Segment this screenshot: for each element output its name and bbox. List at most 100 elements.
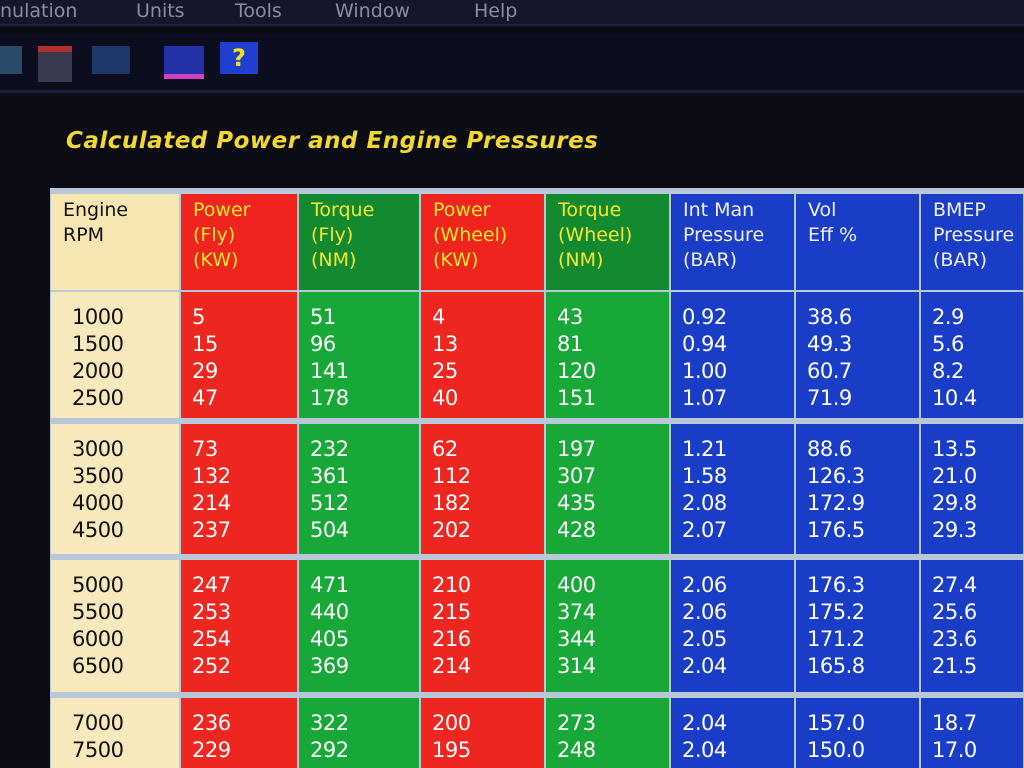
header-text: (KW) <box>433 249 479 271</box>
table-cell: 236 <box>192 711 231 735</box>
menu-item[interactable]: nulation <box>0 0 78 22</box>
table-cell: 157.0 <box>807 711 865 735</box>
table-cell: 151 <box>557 386 596 410</box>
table-cell: 4000 <box>72 491 124 515</box>
header-text: (KW) <box>193 249 239 271</box>
table-cell: 232 <box>310 437 349 461</box>
table-cell: 38.6 <box>807 305 852 329</box>
toolbar: ? <box>0 34 1024 93</box>
table-cell: 23.6 <box>932 627 977 651</box>
column-block <box>51 424 179 554</box>
tool-icon[interactable] <box>92 46 130 74</box>
table-cell: 2.05 <box>682 627 727 651</box>
table-cell: 254 <box>192 627 231 651</box>
tool-icon[interactable] <box>38 46 72 82</box>
header-cell <box>51 194 179 290</box>
table-cell: 1.21 <box>682 437 727 461</box>
column-block <box>546 424 669 554</box>
table-cell: 150.0 <box>807 738 865 762</box>
header-text: Torque <box>558 199 622 221</box>
table-cell: 195 <box>432 738 471 762</box>
table-cell: 4 <box>432 305 445 329</box>
table-cell: 5.6 <box>932 332 964 356</box>
table-cell: 248 <box>557 738 596 762</box>
menu-item[interactable]: Tools <box>235 0 282 22</box>
table-cell: 229 <box>192 738 231 762</box>
column-block <box>299 292 419 418</box>
table-cell: 73 <box>192 437 218 461</box>
column-block <box>921 560 1023 692</box>
table-cell: 21.5 <box>932 654 977 678</box>
help-button[interactable]: ? <box>220 42 258 74</box>
table-cell: 435 <box>557 491 596 515</box>
menu-item[interactable]: Help <box>474 0 518 22</box>
table-cell: 60.7 <box>807 359 852 383</box>
table-cell: 405 <box>310 627 349 651</box>
table-cell: 178 <box>310 386 349 410</box>
column-block <box>421 292 544 418</box>
header-text: RPM <box>63 224 105 246</box>
header-cell <box>921 194 1023 290</box>
table-cell: 307 <box>557 464 596 488</box>
table-cell: 5 <box>192 305 205 329</box>
table-cell: 176.3 <box>807 573 865 597</box>
table-cell: 21.0 <box>932 464 977 488</box>
table-cell: 2.04 <box>682 738 727 762</box>
tool-icon[interactable] <box>0 46 22 74</box>
table-cell: 6000 <box>72 627 124 651</box>
table-cell: 132 <box>192 464 231 488</box>
table-cell: 29.3 <box>932 518 977 542</box>
table-cell: 1.07 <box>682 386 727 410</box>
table-cell: 172.9 <box>807 491 865 515</box>
table-cell: 2.06 <box>682 573 727 597</box>
table-cell: 25.6 <box>932 600 977 624</box>
data-table: Engine RPM Power (Fly) (KW) Torque (Fly) (NM) Po… <box>50 188 1024 768</box>
header-text: Power <box>193 199 251 221</box>
column-block <box>671 560 794 692</box>
header-text: Vol <box>808 199 837 221</box>
table-cell: 81 <box>557 332 583 356</box>
table-cell: 440 <box>310 600 349 624</box>
column-block <box>181 292 297 418</box>
table-cell: 214 <box>192 491 231 515</box>
column-block <box>421 698 544 768</box>
header-text: Power <box>433 199 491 221</box>
header-cell <box>546 194 669 290</box>
table-cell: 112 <box>432 464 471 488</box>
table-cell: 18.7 <box>932 711 977 735</box>
column-block <box>51 698 179 768</box>
header-cell <box>421 194 544 290</box>
table-cell: 512 <box>310 491 349 515</box>
header-cell <box>796 194 919 290</box>
column-block <box>671 292 794 418</box>
table-cell: 40 <box>432 386 458 410</box>
column-block <box>421 560 544 692</box>
menu-item[interactable]: Window <box>335 0 410 22</box>
table-cell: 6500 <box>72 654 124 678</box>
table-cell: 5000 <box>72 573 124 597</box>
header-text: Eff % <box>808 224 858 246</box>
table-cell: 197 <box>557 437 596 461</box>
table-cell: 237 <box>192 518 231 542</box>
column-block <box>299 560 419 692</box>
table-cell: 96 <box>310 332 336 356</box>
column-block <box>181 424 297 554</box>
table-cell: 292 <box>310 738 349 762</box>
table-cell: 171.2 <box>807 627 865 651</box>
column-block <box>546 698 669 768</box>
table-cell: 2.04 <box>682 711 727 735</box>
table-cell: 27.4 <box>932 573 977 597</box>
header-text: BMEP <box>933 199 986 221</box>
table-cell: 43 <box>557 305 583 329</box>
table-cell: 47 <box>192 386 218 410</box>
table-cell: 314 <box>557 654 596 678</box>
table-cell: 428 <box>557 518 596 542</box>
table-cell: 471 <box>310 573 349 597</box>
table-cell: 62 <box>432 437 458 461</box>
table-cell: 2.07 <box>682 518 727 542</box>
table-cell: 49.3 <box>807 332 852 356</box>
column-block <box>671 424 794 554</box>
table-cell: 344 <box>557 627 596 651</box>
tool-icon[interactable] <box>164 46 204 79</box>
menu-item[interactable]: Units <box>136 0 185 22</box>
